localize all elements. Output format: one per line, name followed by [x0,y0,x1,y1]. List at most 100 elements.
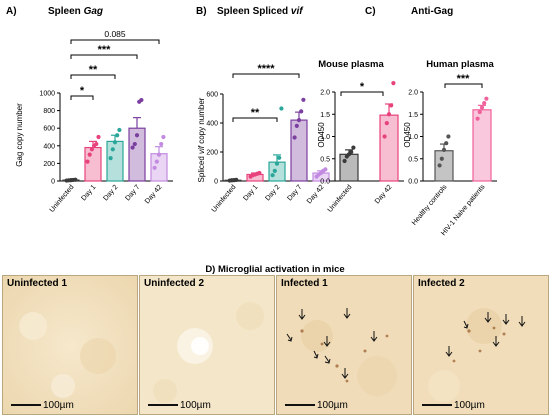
data-point [479,105,485,110]
data-point [85,159,90,164]
y-tick-label: 1.5 [408,112,418,119]
data-point [294,123,299,128]
micrograph-uninfected-2: Uninfected 2 100µm [139,275,275,415]
data-point [391,81,396,86]
y-tick-label: 1000 [39,91,55,98]
bar [84,146,102,182]
scale-bar [422,404,452,406]
sig-label: *** [98,44,112,56]
micrograph-uninfected-1: Uninfected 1 100µm [2,275,138,415]
sig-bracket [340,91,384,96]
data-point [299,109,304,114]
data-point [323,167,328,172]
panel-a-significance [70,39,160,100]
data-point [475,116,480,121]
y-tick-label: 0.5 [320,156,330,163]
data-point [349,149,354,155]
micrograph-label: Uninfected 2 [144,278,205,289]
data-point [382,134,387,139]
y-tick-label: 0.0 [408,179,418,186]
panel-a-letter: A) [6,6,17,17]
data-point [87,152,92,157]
x-tick-label: Uninfected [211,184,238,214]
x-tick-label: Day 42 [144,184,164,206]
scale-bar [148,404,178,406]
bar [472,109,492,182]
x-tick-label: Uninfected [49,184,76,214]
data-point [277,155,282,160]
panel-b-significance [232,73,300,122]
sig-label: * [80,85,85,97]
data-point [439,156,444,161]
panel-c-letter: C) [365,6,376,17]
bar [290,119,308,182]
data-point [257,170,262,176]
human-plasma-title: Human plasma [426,59,494,70]
x-tick-label: Day 7 [124,184,141,203]
data-point [342,158,347,164]
sig-bracket [232,117,278,122]
data-point [108,156,113,161]
tissue-texture [140,276,274,414]
x-tick-label: Day 42 [374,184,394,206]
data-point [139,97,144,103]
y-tick-label: 600 [43,126,55,133]
data-point [279,106,284,111]
scale-label: 100µm [317,400,348,411]
data-point [112,140,118,145]
scale-label: 100µm [180,400,211,411]
sig-label: *** [457,73,471,85]
sig-label: 0.085 [104,29,126,39]
sig-bracket [70,39,160,44]
data-point [441,147,447,152]
sig-label: **** [257,63,275,75]
data-point [130,145,135,150]
bar [379,114,399,182]
data-point [292,135,297,140]
sig-bracket [444,83,483,88]
data-point [386,112,392,117]
x-tick-label: Day 42 [306,184,326,206]
panel-d-title: D) Microglial activation in mice [205,264,344,275]
x-tick-label: HIV-1 Naive patients [440,183,487,237]
panel-b-title: Spleen Spliced vif [217,6,304,17]
data-point [296,118,302,123]
sig-label: * [360,81,365,93]
sig-bracket [232,73,300,78]
micrograph-infected-2: Infected 2 100µm [413,275,549,415]
data-point [110,147,115,152]
x-tick-label: Uninfected [327,184,354,214]
x-tick-label: Day 2 [264,184,281,203]
panel-a-ylabel: Gag copy number [15,103,24,167]
tissue-texture [3,276,137,414]
mouse-ylabel: OD450 [317,122,326,148]
y-tick-label: 800 [43,108,55,115]
x-tick-label: Day 7 [286,184,303,203]
micrograph-infected-1: Infected 1 100µm [276,275,412,415]
panel-b-letter: B) [196,6,207,17]
data-point [73,177,78,182]
tissue-texture [277,276,411,414]
y-tick-label: 2.0 [320,90,330,97]
data-point [154,159,159,164]
chart-mouse-plasma: 0.0 0.5 1.0 1.5 2.0 Uninfected Day 42 [320,81,404,214]
x-tick-label: Day 1 [242,184,259,203]
tissue-texture [414,276,548,414]
panel-c-significance [340,83,483,96]
y-tick-label: 400 [206,121,218,128]
y-tick-label: 200 [206,150,218,157]
bar [106,140,124,182]
data-point [152,165,157,170]
data-point [117,127,122,133]
data-point [446,134,451,139]
sig-bracket [70,54,138,59]
x-tick-label: Day 2 [102,184,119,203]
data-point [274,161,280,166]
data-point [477,109,482,115]
data-point [384,121,389,126]
y-tick-label: 400 [43,143,55,150]
data-point [156,152,162,157]
sig-label: ** [251,107,260,119]
